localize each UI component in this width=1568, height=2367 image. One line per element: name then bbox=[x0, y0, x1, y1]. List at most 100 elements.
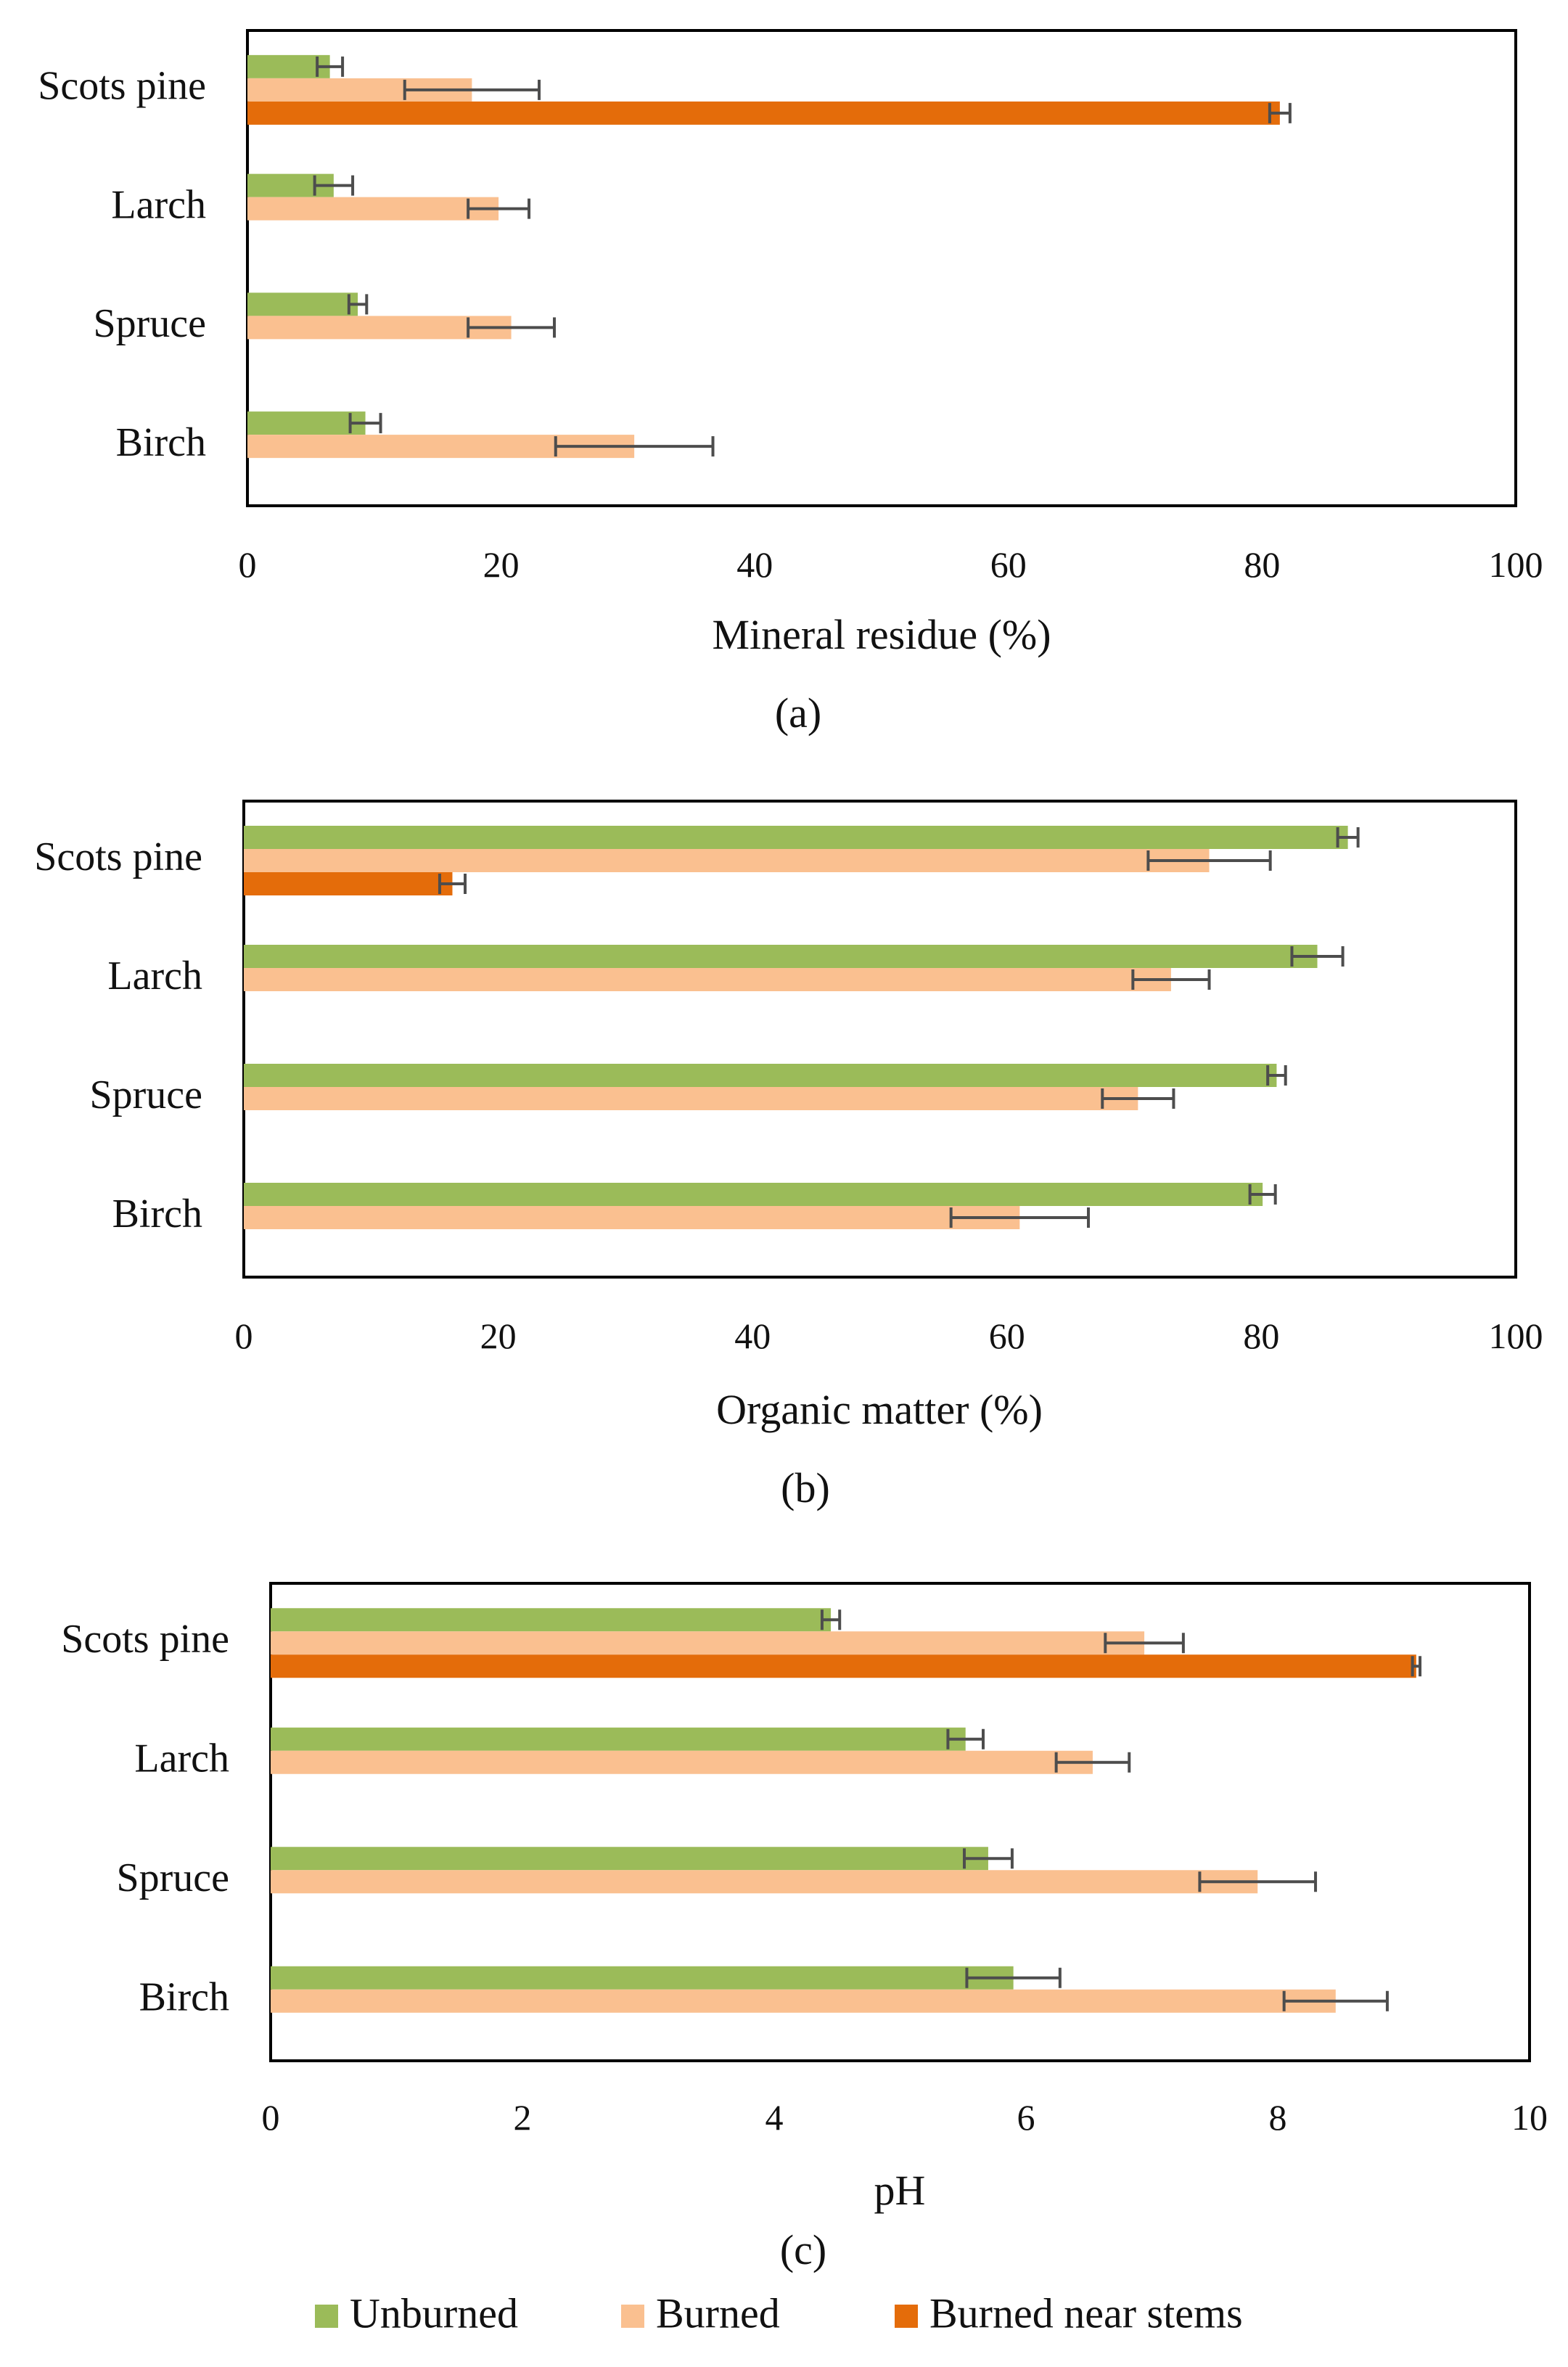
plot-area-frame bbox=[269, 1582, 1531, 2062]
bar-burned bbox=[271, 1870, 1258, 1894]
legend-swatch-burned-near-stems bbox=[895, 2305, 918, 2328]
panel-label: (a) bbox=[775, 689, 821, 737]
panel-label: (c) bbox=[780, 2226, 826, 2273]
error-bar bbox=[467, 317, 557, 338]
category-label: Scots pine bbox=[34, 834, 202, 879]
error-bar bbox=[1268, 102, 1292, 123]
error-bar bbox=[438, 874, 467, 894]
x-tick-label: 40 bbox=[734, 1316, 771, 1356]
bar-burned-near-stems bbox=[247, 101, 1280, 125]
chart-panel-a: Scots pine Larch Spruce Birch 0 20 40 60… bbox=[38, 29, 1543, 737]
x-tick-label: 100 bbox=[1489, 1316, 1543, 1356]
category-label: Spruce bbox=[93, 301, 206, 346]
category-labels: Scots pine Larch Spruce Birch bbox=[38, 64, 206, 465]
x-axis-label: Mineral residue (%) bbox=[712, 611, 1051, 658]
chart-panel-c: Scots pine Larch Spruce Birch 0 2 4 6 8 … bbox=[61, 1582, 1548, 2273]
bar-unburned bbox=[244, 945, 1318, 968]
bar-unburned bbox=[271, 1608, 832, 1632]
bar-burned-near-stems bbox=[271, 1654, 1416, 1678]
error-bar bbox=[1131, 969, 1211, 990]
bar-marks bbox=[247, 54, 1292, 459]
bar-unburned bbox=[271, 1966, 1014, 1990]
error-bar bbox=[1146, 850, 1272, 871]
x-tick-labels: 0 20 40 60 80 100 bbox=[239, 544, 1543, 585]
x-tick-label: 60 bbox=[989, 1316, 1025, 1356]
error-bar bbox=[946, 1728, 985, 1749]
category-labels: Scots pine Larch Spruce Birch bbox=[34, 834, 202, 1236]
error-bar bbox=[316, 56, 345, 77]
chart-panel-b: Scots pine Larch Spruce Birch 0 20 40 60… bbox=[34, 800, 1543, 1511]
category-label: Larch bbox=[134, 1736, 229, 1781]
category-label: Larch bbox=[111, 182, 206, 227]
legend-swatch-unburned bbox=[315, 2305, 338, 2328]
bar-unburned bbox=[271, 1847, 988, 1871]
bar-unburned bbox=[244, 1064, 1277, 1087]
bar-unburned bbox=[247, 292, 358, 316]
error-bar bbox=[1290, 946, 1345, 967]
x-tick-label: 80 bbox=[1243, 1316, 1279, 1356]
error-bar bbox=[820, 1609, 842, 1630]
bar-burned bbox=[244, 1087, 1138, 1110]
bar-burned bbox=[244, 849, 1210, 872]
bar-burned bbox=[244, 1206, 1020, 1229]
x-tick-label: 100 bbox=[1489, 544, 1543, 585]
legend-swatch-burned bbox=[621, 2305, 644, 2328]
error-bar bbox=[554, 436, 715, 457]
bar-unburned bbox=[244, 1183, 1263, 1206]
x-tick-label: 0 bbox=[239, 544, 257, 585]
bar-burned bbox=[244, 968, 1171, 991]
bar-burned bbox=[271, 1989, 1336, 2013]
plot-area-frame bbox=[246, 29, 1517, 507]
legend-item-unburned: Unburned bbox=[315, 2289, 518, 2337]
x-tick-labels: 0 2 4 6 8 10 bbox=[262, 2097, 1548, 2138]
category-label: Birch bbox=[139, 1975, 229, 2020]
bar-marks bbox=[271, 1608, 1422, 2013]
x-tick-label: 20 bbox=[483, 544, 520, 585]
category-labels: Scots pine Larch Spruce Birch bbox=[61, 1617, 229, 2020]
error-bar bbox=[1054, 1752, 1131, 1773]
panel-label: (b) bbox=[781, 1464, 830, 1511]
error-bar bbox=[313, 175, 355, 196]
category-label: Scots pine bbox=[38, 64, 206, 109]
category-label: Birch bbox=[112, 1191, 202, 1236]
legend-label-burned: Burned bbox=[656, 2289, 780, 2337]
x-tick-labels: 0 20 40 60 80 100 bbox=[235, 1316, 1543, 1356]
plot-area-frame bbox=[242, 800, 1517, 1279]
error-bar bbox=[965, 1967, 1062, 1988]
x-tick-label: 0 bbox=[235, 1316, 253, 1356]
legend-item-burned-near-stems: Burned near stems bbox=[895, 2289, 1243, 2337]
error-bar bbox=[348, 413, 382, 434]
category-label: Spruce bbox=[89, 1072, 202, 1117]
error-bar bbox=[467, 198, 531, 219]
category-label: Spruce bbox=[116, 1855, 229, 1900]
x-tick-label: 20 bbox=[480, 1316, 517, 1356]
bar-unburned bbox=[271, 1727, 966, 1751]
category-label: Scots pine bbox=[61, 1617, 229, 1662]
bar-burned bbox=[271, 1750, 1093, 1774]
legend-label-unburned: Unburned bbox=[350, 2289, 518, 2337]
legend-item-burned: Burned bbox=[621, 2289, 780, 2337]
x-tick-label: 6 bbox=[1017, 2097, 1035, 2138]
bar-burned bbox=[271, 1631, 1145, 1655]
category-label: Larch bbox=[107, 953, 202, 998]
bar-unburned bbox=[244, 826, 1348, 849]
legend-label-burned-near-stems: Burned near stems bbox=[929, 2289, 1243, 2337]
x-tick-label: 0 bbox=[262, 2097, 280, 2138]
x-tick-label: 60 bbox=[990, 544, 1027, 585]
error-bar bbox=[1336, 827, 1360, 848]
x-tick-label: 10 bbox=[1511, 2097, 1548, 2138]
error-bar bbox=[949, 1207, 1090, 1228]
error-bar bbox=[1266, 1065, 1287, 1086]
x-axis-label: pH bbox=[874, 2167, 926, 2214]
bar-unburned bbox=[247, 411, 366, 435]
x-tick-label: 4 bbox=[765, 2097, 784, 2138]
category-label: Birch bbox=[116, 420, 206, 465]
error-bar bbox=[1282, 1990, 1389, 2011]
bar-burned bbox=[247, 197, 499, 221]
error-bar bbox=[1248, 1184, 1277, 1205]
bar-marks bbox=[244, 826, 1360, 1229]
error-bar bbox=[1104, 1633, 1185, 1654]
error-bar bbox=[1198, 1871, 1318, 1892]
bar-burned-near-stems bbox=[244, 872, 453, 895]
